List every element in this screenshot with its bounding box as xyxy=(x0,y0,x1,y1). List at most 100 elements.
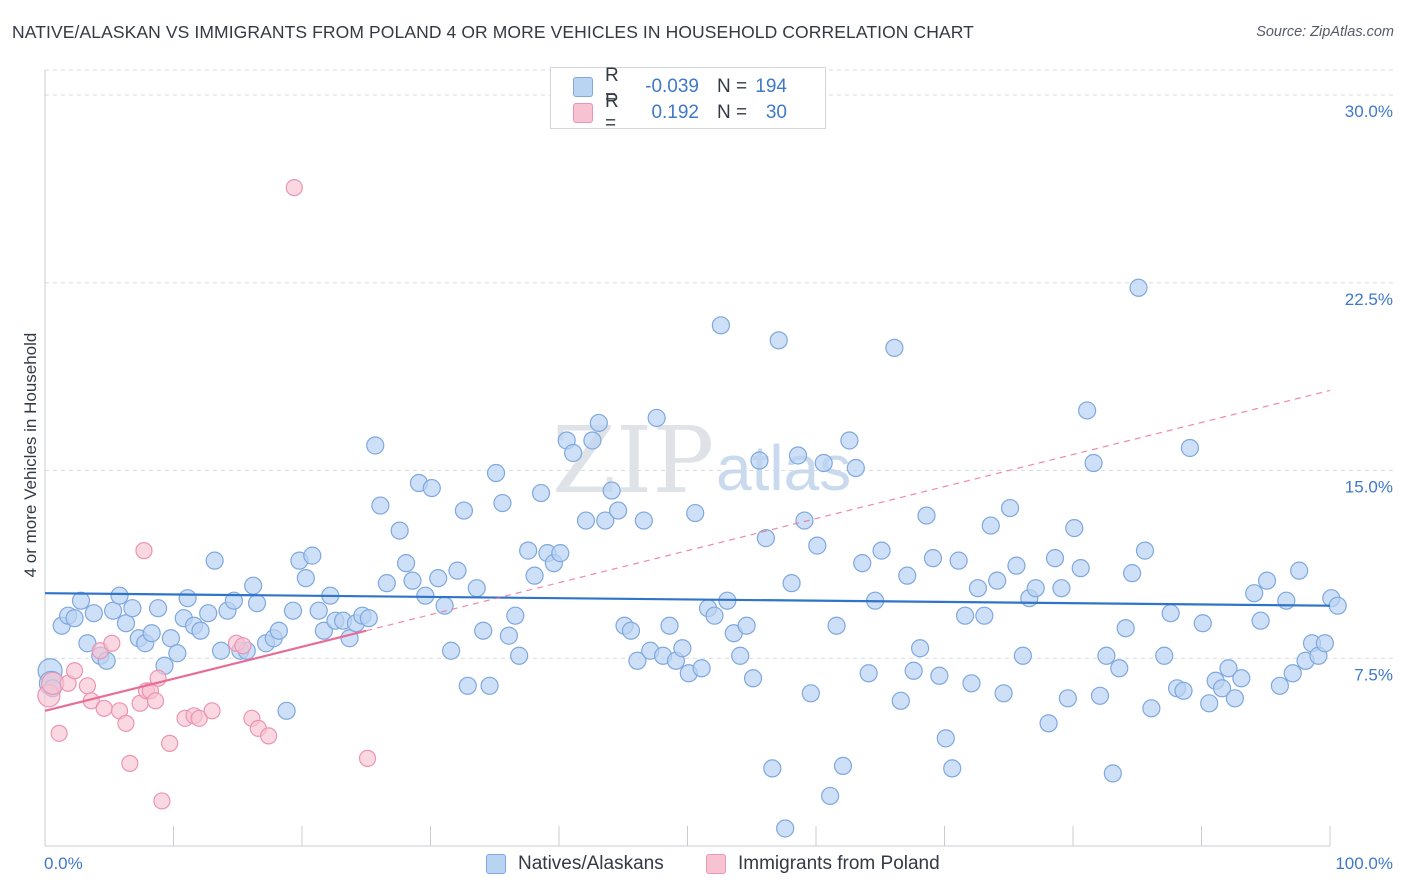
natives-point xyxy=(737,616,756,635)
natives-point xyxy=(743,669,763,688)
y-tick-label: 7.5% xyxy=(1354,665,1393,684)
x-tick-min: 0.0% xyxy=(44,854,83,873)
natives-point xyxy=(1013,646,1032,665)
natives-point xyxy=(247,594,267,613)
poland-point xyxy=(358,749,377,767)
natives-point xyxy=(314,621,333,640)
natives-point xyxy=(454,501,474,520)
natives-point xyxy=(499,626,518,645)
natives-point xyxy=(1045,549,1065,568)
natives-point xyxy=(981,516,1000,535)
legend-r-value: 0.192 xyxy=(651,102,699,123)
natives-point xyxy=(936,729,955,748)
natives-point xyxy=(377,574,396,593)
natives-point xyxy=(795,511,814,530)
natives-point xyxy=(917,506,936,525)
natives-point xyxy=(191,621,210,640)
poland-point xyxy=(203,702,221,720)
natives-point xyxy=(988,571,1007,590)
y-tick-label: 15.0% xyxy=(1345,478,1393,497)
natives-point xyxy=(1219,659,1238,678)
natives-point xyxy=(1135,541,1155,560)
natives-point xyxy=(441,641,461,660)
poland-point xyxy=(50,724,68,742)
natives-point xyxy=(634,511,653,530)
natives-point xyxy=(1097,646,1116,665)
poland-point xyxy=(153,792,171,810)
natives-point xyxy=(1251,611,1270,630)
natives-point xyxy=(1090,686,1110,705)
natives-point xyxy=(833,756,853,775)
y-axis-label: 4 or more Vehicles in Household xyxy=(21,333,40,578)
natives-point xyxy=(801,684,820,703)
natives-point xyxy=(1026,579,1045,598)
natives-point xyxy=(1161,604,1180,623)
natives-point xyxy=(968,579,988,598)
poland-points xyxy=(37,179,377,810)
poland-point xyxy=(117,714,135,732)
watermark-zip: ZIP xyxy=(552,407,714,514)
poland-point xyxy=(190,709,208,727)
natives-point xyxy=(955,606,975,625)
poland-trend-line-solid xyxy=(44,629,367,712)
poland-point xyxy=(65,662,84,680)
natives-point xyxy=(525,566,544,585)
y-tick-label: 30.0% xyxy=(1345,102,1393,121)
natives-point xyxy=(458,676,477,695)
natives-point xyxy=(596,511,615,530)
natives-point xyxy=(1174,681,1193,700)
natives-point xyxy=(296,569,315,588)
natives-point xyxy=(750,451,769,470)
natives-point xyxy=(1283,664,1302,683)
natives-point xyxy=(467,579,486,598)
natives-point xyxy=(686,503,705,523)
natives-point xyxy=(371,496,390,515)
natives-point xyxy=(480,676,499,695)
natives-point xyxy=(1290,561,1309,580)
legend-n-value: 30 xyxy=(765,102,787,123)
natives-point xyxy=(1200,694,1219,713)
natives-point xyxy=(205,551,224,570)
natives-point xyxy=(396,554,416,573)
natives-point xyxy=(814,453,833,473)
natives-point xyxy=(211,641,231,660)
poland-point xyxy=(234,637,252,655)
natives-point xyxy=(474,621,493,640)
natives-point xyxy=(366,436,385,455)
natives-point xyxy=(84,604,103,623)
natives-point xyxy=(949,551,968,570)
natives-point xyxy=(148,599,168,618)
legend-n-label: N = xyxy=(717,102,748,123)
natives-point xyxy=(1084,453,1103,473)
natives-point xyxy=(763,759,782,778)
natives-point xyxy=(872,541,891,560)
natives-points xyxy=(37,278,1347,838)
natives-point xyxy=(583,431,602,450)
natives-point xyxy=(1071,559,1090,578)
natives-point xyxy=(531,483,551,503)
natives-point xyxy=(975,606,994,625)
natives-point xyxy=(891,691,910,710)
legend-swatch-pink xyxy=(573,103,593,123)
natives-point xyxy=(1270,676,1289,695)
natives-point xyxy=(244,576,263,595)
stats-legend: R = -0.039 N = 194 R = 0.192 N = 30 xyxy=(550,65,826,134)
natives-point xyxy=(277,701,296,720)
y-tick-labels: 7.5% 15.0% 22.5% 30.0% xyxy=(1345,102,1393,684)
natives-point xyxy=(1103,764,1122,783)
natives-point xyxy=(808,536,827,555)
natives-point xyxy=(403,571,422,590)
poland-point xyxy=(161,734,179,752)
natives-point xyxy=(116,614,136,633)
legend-label-natives: Natives/Alaskans xyxy=(518,853,664,874)
y-tick-label: 22.5% xyxy=(1345,290,1393,309)
natives-point xyxy=(564,443,583,463)
natives-point xyxy=(1193,614,1212,633)
natives-point xyxy=(769,331,788,350)
natives-point xyxy=(1078,401,1097,420)
poland-point xyxy=(135,542,153,560)
legend-item-natives: Natives/Alaskans xyxy=(486,851,664,877)
poland-point xyxy=(121,754,139,772)
natives-point xyxy=(1000,498,1020,518)
poland-trend-line-dashed xyxy=(366,389,1331,632)
